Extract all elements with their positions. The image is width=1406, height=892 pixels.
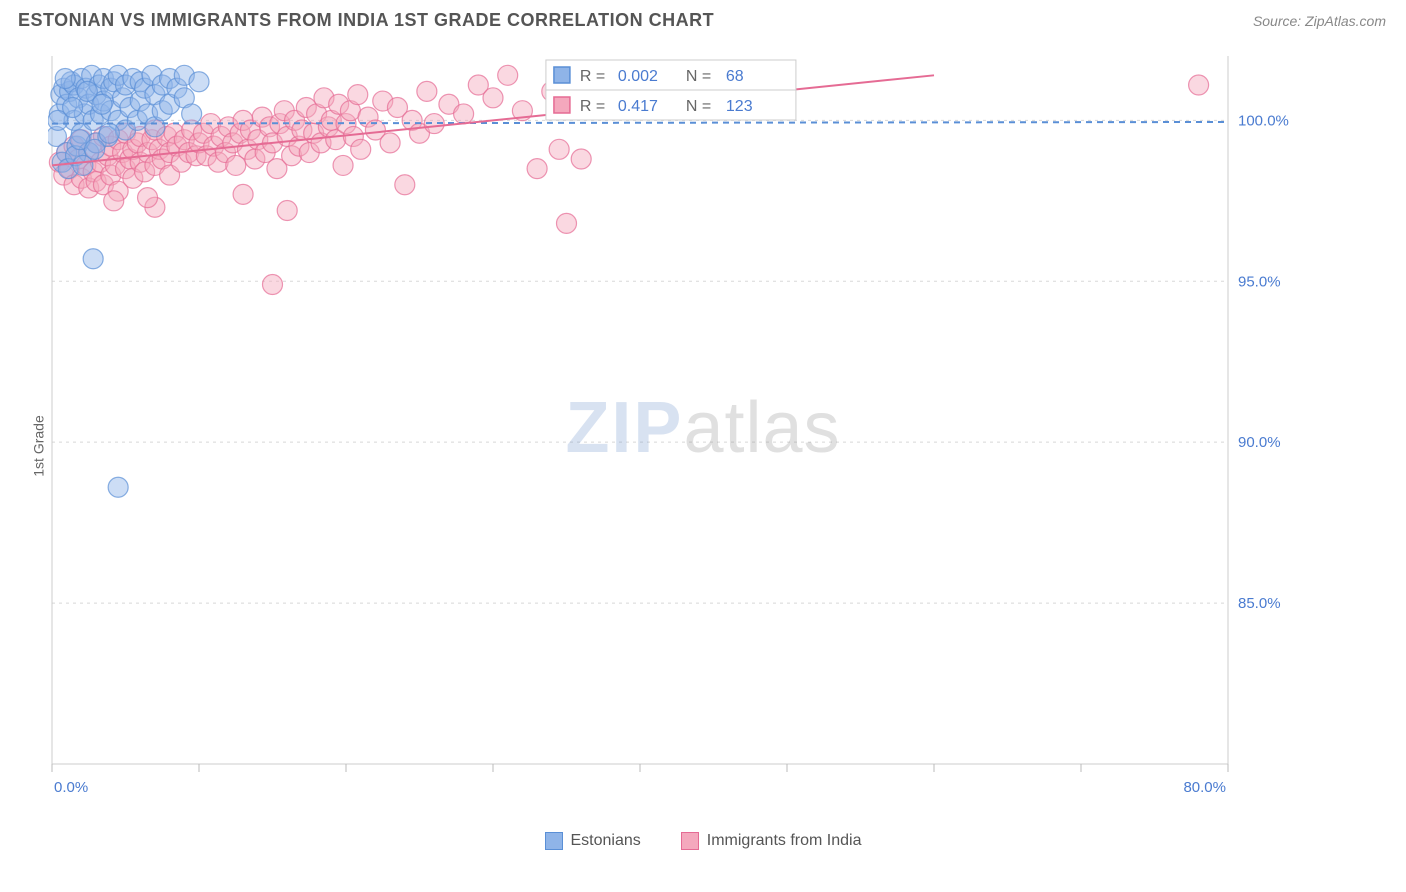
legend-label: Immigrants from India bbox=[707, 832, 862, 850]
scatter-point bbox=[99, 123, 119, 143]
scatter-point bbox=[85, 139, 105, 159]
chart-container: 85.0% 90.0% 95.0% 100.0% 0.0% 80.0% R = 0.002 N … bbox=[48, 52, 1296, 804]
y-axis-label: 1st Grade bbox=[31, 415, 47, 476]
legend-swatch bbox=[545, 832, 563, 850]
scatter-point bbox=[189, 72, 209, 92]
scatter-point bbox=[182, 104, 202, 124]
stats-text: R = bbox=[580, 98, 605, 115]
scatter-point bbox=[277, 200, 297, 220]
legend-swatch bbox=[554, 67, 570, 83]
scatter-point bbox=[138, 188, 158, 208]
legend-item: Estonians bbox=[545, 832, 641, 850]
legend-item: Immigrants from India bbox=[681, 832, 862, 850]
scatter-point bbox=[348, 85, 368, 105]
scatter-point bbox=[498, 65, 518, 85]
stats-text: 123 bbox=[726, 98, 753, 115]
y-tick-label: 95.0% bbox=[1238, 273, 1281, 290]
y-tick-label: 85.0% bbox=[1238, 595, 1281, 612]
scatter-point bbox=[55, 69, 75, 89]
stats-text: N = bbox=[686, 68, 711, 85]
scatter-point bbox=[92, 94, 112, 114]
stats-text: 68 bbox=[726, 68, 744, 85]
scatter-point bbox=[483, 88, 503, 108]
scatter-point bbox=[395, 175, 415, 195]
scatter-point bbox=[263, 274, 283, 294]
scatter-point bbox=[454, 104, 474, 124]
legend-label: Estonians bbox=[571, 832, 641, 850]
y-tick-label: 90.0% bbox=[1238, 434, 1281, 451]
y-tick-label: 100.0% bbox=[1238, 112, 1289, 129]
scatter-point bbox=[527, 159, 547, 179]
legend-swatch bbox=[554, 97, 570, 113]
stats-text: N = bbox=[686, 98, 711, 115]
scatter-point bbox=[1189, 75, 1209, 95]
scatter-point bbox=[104, 191, 124, 211]
chart-title: ESTONIAN VS IMMIGRANTS FROM INDIA 1ST GR… bbox=[18, 10, 714, 31]
scatter-plot: 85.0% 90.0% 95.0% 100.0% 0.0% 80.0% R = 0.002 N … bbox=[48, 52, 1296, 804]
x-tick-label: 0.0% bbox=[54, 779, 88, 796]
scatter-point bbox=[380, 133, 400, 153]
stats-text: R = bbox=[580, 68, 605, 85]
legend-swatch bbox=[681, 832, 699, 850]
stats-text: 0.417 bbox=[618, 98, 658, 115]
scatter-point bbox=[549, 139, 569, 159]
scatter-point bbox=[571, 149, 591, 169]
scatter-point bbox=[417, 81, 437, 101]
scatter-point bbox=[83, 249, 103, 269]
scatter-point bbox=[63, 97, 83, 117]
source-label: Source: ZipAtlas.com bbox=[1253, 13, 1386, 29]
scatter-point bbox=[233, 184, 253, 204]
x-tick-label: 80.0% bbox=[1183, 779, 1226, 796]
scatter-point bbox=[108, 477, 128, 497]
bottom-legend: Estonians Immigrants from India bbox=[0, 832, 1406, 850]
scatter-point bbox=[333, 155, 353, 175]
scatter-point bbox=[557, 213, 577, 233]
stats-text: 0.002 bbox=[618, 68, 658, 85]
scatter-point bbox=[351, 139, 371, 159]
